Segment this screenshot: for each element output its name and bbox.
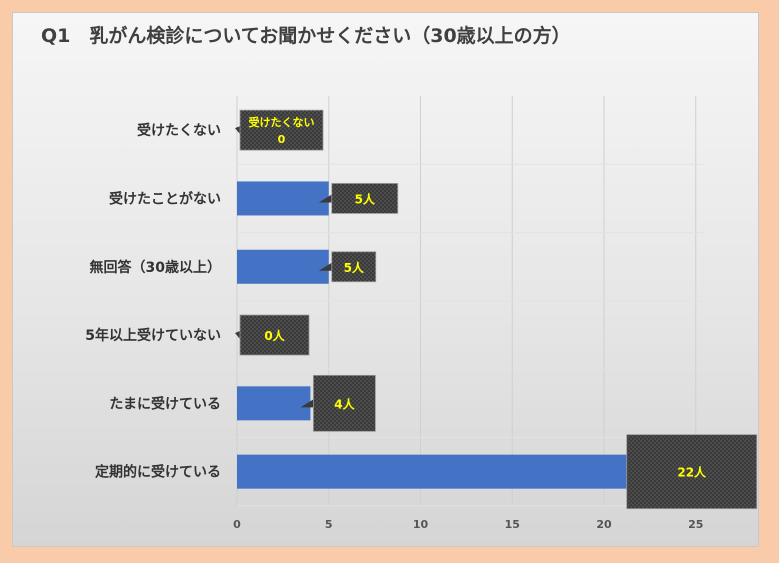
data-labels: 受けたくない 0 5人 5人 0人 4人 22人	[235, 109, 758, 510]
x-tick-label: 20	[596, 518, 612, 531]
data-label: 22人	[626, 434, 758, 510]
data-label-value: 4人	[334, 396, 355, 411]
callout-pointer	[300, 399, 314, 408]
category-label: たまに受けている	[109, 395, 221, 412]
category-label: 受けたことがない	[109, 190, 221, 207]
data-label: 受けたくない 0	[235, 109, 324, 151]
x-tick-label: 0	[233, 518, 241, 531]
data-label: 5人	[318, 183, 399, 214]
category-label: 定期的に受けている	[95, 464, 221, 481]
grid-lines	[236, 96, 705, 507]
x-tick-label: 5	[325, 518, 333, 531]
callout-box	[239, 109, 324, 151]
x-axis-ticks: 0 5 10 15 20 25	[233, 518, 703, 531]
callout-box	[331, 183, 399, 214]
callout-pointer	[318, 194, 332, 203]
data-label-value: 5人	[344, 260, 365, 275]
bar	[237, 181, 329, 216]
x-tick-label: 15	[505, 518, 520, 531]
bars	[237, 181, 641, 489]
category-label: 5年以上受けていない	[85, 327, 221, 344]
data-label-category: 受けたくない	[249, 115, 315, 129]
callout-box	[239, 314, 310, 356]
data-label: 4人	[300, 374, 376, 432]
data-label-value: 0人	[264, 328, 285, 343]
callout-box	[312, 374, 376, 432]
callout-pointer	[235, 331, 240, 340]
data-label-value: 0	[278, 133, 286, 146]
bar	[237, 386, 311, 421]
data-label: 5人	[318, 251, 377, 283]
category-label: 受けたくない	[137, 122, 221, 139]
data-label-value: 22人	[677, 465, 707, 480]
bar	[237, 249, 329, 284]
x-tick-label: 25	[688, 518, 703, 531]
data-label: 0人	[235, 314, 310, 356]
data-label-value: 5人	[355, 191, 376, 206]
category-label: 無回答（30歳以上）	[90, 259, 221, 276]
callout-pointer	[318, 262, 332, 271]
callout-box	[331, 251, 377, 283]
bar	[237, 454, 641, 489]
chart-title: Q1 乳がん検診についてお聞かせください（30歳以上の方）	[41, 25, 571, 47]
callout-box	[626, 434, 758, 510]
callout-pointer	[235, 126, 240, 135]
x-tick-label: 10	[413, 518, 429, 531]
